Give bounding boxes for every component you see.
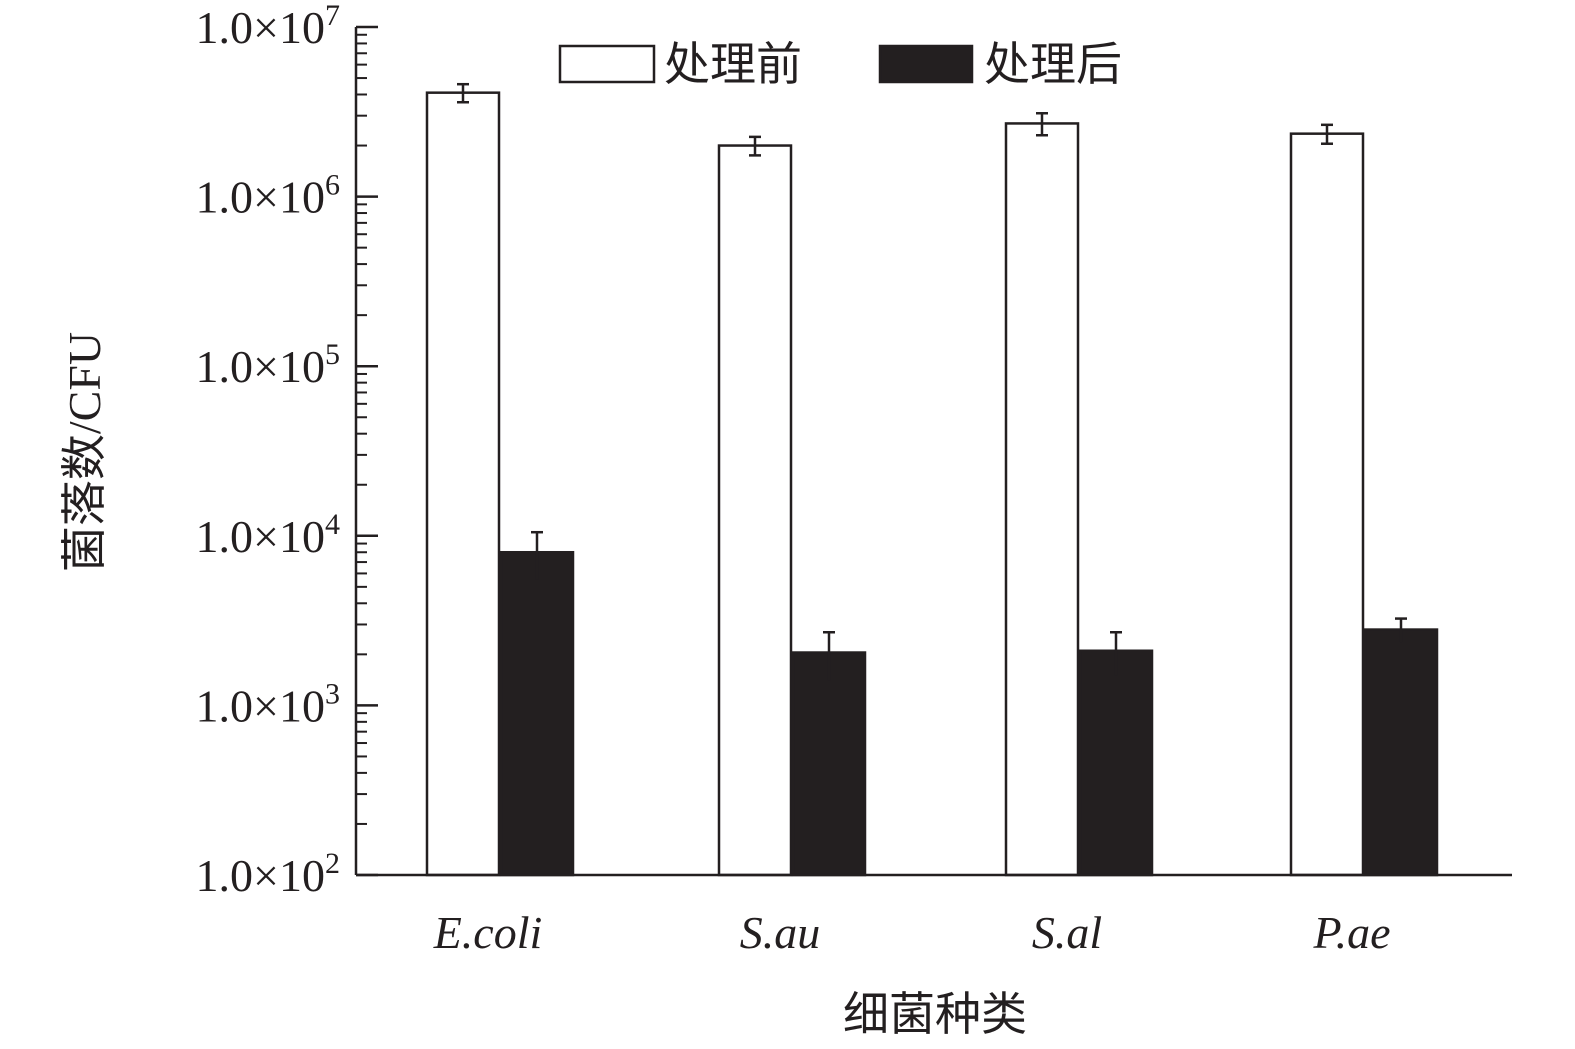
x-tick-label: S.al <box>1032 907 1102 958</box>
legend-label-after: 处理后 <box>984 39 1122 90</box>
y-axis-title: 菌落数/CFU <box>59 332 110 572</box>
y-tick-label: 1.0×104 <box>196 508 340 562</box>
x-tick-labels: E.coli S.au S.al P.ae <box>433 907 1391 958</box>
y-tick-label: 1.0×102 <box>196 847 340 901</box>
y-major-ticks <box>356 25 378 877</box>
bar-before <box>717 144 793 877</box>
legend-label-before: 处理前 <box>664 39 802 90</box>
x-axis-title: 细菌种类 <box>843 989 1027 1040</box>
y-tick-label: 1.0×105 <box>196 338 340 392</box>
y-tick-label: 1.0×103 <box>196 677 340 731</box>
bar-after <box>1363 628 1439 877</box>
bar-after <box>791 651 867 877</box>
bar-before <box>1004 122 1080 877</box>
x-tick-label: P.ae <box>1312 907 1390 958</box>
y-minor-ticks <box>356 33 367 825</box>
legend-swatch-after <box>878 44 974 84</box>
bars <box>425 91 1439 877</box>
bar-after <box>1078 649 1154 877</box>
x-tick-label: E.coli <box>433 907 543 958</box>
error-bars <box>457 82 1407 681</box>
bar-before <box>1289 132 1365 877</box>
legend-swatch-before <box>558 44 656 84</box>
x-tick-label: S.au <box>740 907 821 958</box>
y-tick-labels: 1.0×102 1.0×103 1.0×104 1.0×105 1.0×106 1.0×1… <box>196 0 340 901</box>
bar-after <box>499 550 575 877</box>
bar-before <box>425 91 501 877</box>
y-tick-label: 1.0×106 <box>196 169 340 223</box>
y-tick-label: 1.0×107 <box>196 0 340 53</box>
legend: 处理前 处理后 <box>558 39 1122 90</box>
